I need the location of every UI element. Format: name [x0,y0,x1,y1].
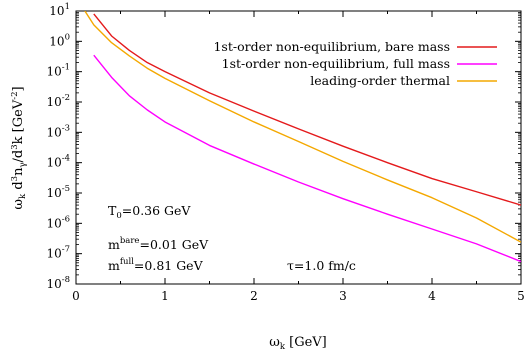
y-tick-label: 10-8 [46,275,70,291]
legend-label-1: 1st-order non-equilibrium, bare mass [213,39,450,54]
annotation-tau: τ=1.0 fm/c [287,258,356,273]
x-tick-label: 0 [72,289,80,303]
series-line-2 [93,54,521,263]
annotation-m-bare: mbare=0.01 GeV [108,236,209,252]
series-line-1 [93,13,521,206]
x-tick-label: 2 [250,289,258,303]
y-axis-ticks: 10-8 10-7 10-6 10-5 10-4 10-3 10-2 10-1 100 101 [46,2,521,291]
y-tick-label: 10-6 [46,214,70,230]
series-lines [84,11,521,263]
y-axis-label: ωk d3nγ/d3k [GeV-2] [10,86,28,209]
legend-label-3: leading-order thermal [310,73,450,88]
x-tick-label: 4 [428,289,436,303]
annotation-m-full: mfull=0.81 GeV [108,257,204,273]
y-tick-label: 10-3 [46,123,70,139]
x-axis-label: ωk [GeV] [269,335,327,352]
x-tick-label: 1 [161,289,169,303]
y-tick-label: 10-2 [46,93,70,109]
series-line-3 [84,11,521,243]
x-axis-ticks: 0 1 2 3 4 5 [72,11,525,303]
x-tick-label: 3 [339,289,347,303]
legend-label-2: 1st-order non-equilibrium, full mass [222,56,450,71]
y-tick-label: 10-1 [46,63,70,79]
y-tick-label: 101 [49,2,70,18]
y-tick-label: 10-5 [46,184,70,200]
annotation-t0: T0=0.36 GeV [108,203,191,221]
y-tick-label: 10-4 [46,154,70,170]
y-tick-label: 10-7 [46,245,70,261]
x-tick-label: 5 [517,289,525,303]
legend: 1st-order non-equilibrium, bare mass 1st-… [213,39,497,88]
y-tick-label: 100 [49,32,70,48]
